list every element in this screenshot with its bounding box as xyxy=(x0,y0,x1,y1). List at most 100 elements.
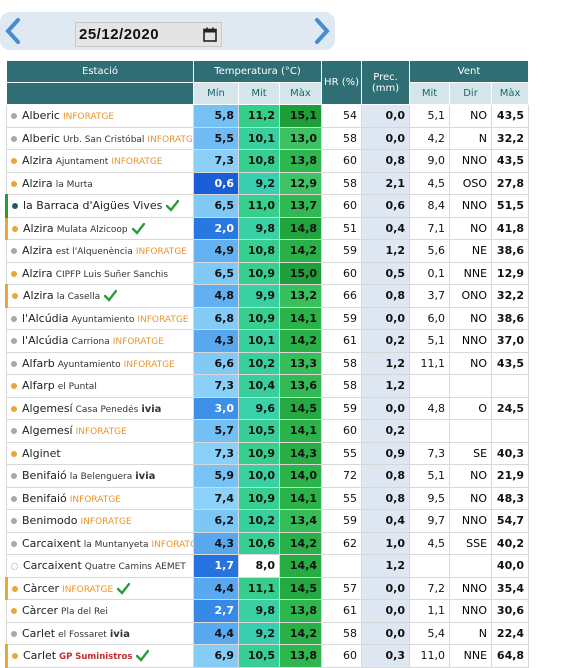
col-header: Prec. (mm) xyxy=(361,60,411,105)
precipitation: 0,3 xyxy=(361,644,411,668)
station-name: Alberic xyxy=(22,131,60,145)
calendar-icon[interactable] xyxy=(203,27,217,42)
sub-header: Dir xyxy=(449,82,493,105)
temp-mit: 9,6 xyxy=(238,396,280,420)
status-dot xyxy=(11,473,17,480)
temp-max: 14,0 xyxy=(278,464,323,488)
sub-header: Mit xyxy=(238,82,280,105)
station-place: la Casella xyxy=(56,292,101,303)
station-place: la Belenguera xyxy=(69,472,133,483)
temp-min: 2,0 xyxy=(193,216,239,240)
wind-dir: ONO xyxy=(449,284,493,308)
wind-mit: 9,5 xyxy=(409,486,451,510)
precipitation: 0,0 xyxy=(361,599,411,623)
network-tag: AEMET xyxy=(154,562,186,573)
temp-mit: 10,2 xyxy=(238,509,280,533)
station-row: Carcaixent Quatre Camins AEMET 1,7 8,0 14,4 1,… xyxy=(6,554,530,578)
wind-max: 27,8 xyxy=(491,171,530,195)
station-place: Mulata Alzicoop xyxy=(56,224,128,235)
status-dot xyxy=(12,203,18,210)
check-icon xyxy=(136,650,150,663)
humidity: 59 xyxy=(321,396,363,420)
station-cell: Benimodo INFORATGE xyxy=(6,509,194,533)
wind-mit: 8,4 xyxy=(409,194,451,218)
temp-min: 4,4 xyxy=(193,576,239,600)
station-place: est l'Alquenència xyxy=(55,247,133,258)
check-icon xyxy=(103,290,118,303)
humidity: 58 xyxy=(321,171,363,195)
wind-dir: N xyxy=(449,126,493,150)
humidity: 66 xyxy=(321,284,363,308)
station-row: Alfarb Ayuntamiento INFORATGE 6,6 10,2 13,3 58… xyxy=(6,351,530,375)
temp-min: 1,7 xyxy=(193,554,239,578)
temp-min: 5,7 xyxy=(193,419,239,443)
station-row: l'Alcúdia Carriona INFORATGE 4,3 10,1 14,2 61 0… xyxy=(6,329,530,353)
station-name: Alzira xyxy=(22,154,53,168)
wind-dir xyxy=(449,419,493,443)
status-dot xyxy=(11,315,17,322)
humidity: 51 xyxy=(321,216,363,240)
next-arrow[interactable] xyxy=(315,18,330,44)
status-dot xyxy=(11,450,17,457)
wind-max: 38,6 xyxy=(491,239,530,263)
date-input[interactable]: 25/12/2020 xyxy=(75,22,222,47)
station-row: Algemesí Casa Penedés ivia 3,0 9,6 14,5 59 0,0 4… xyxy=(6,396,530,420)
temp-min: 7,4 xyxy=(193,486,239,510)
stations-table: Estació Temperatura (°C) HR (%) Prec. (m… xyxy=(5,60,530,668)
station-place: el Fossaret xyxy=(58,629,107,640)
temp-min: 4,9 xyxy=(193,239,239,263)
precipitation: 0,2 xyxy=(361,419,411,443)
wind-max: 12,9 xyxy=(491,261,530,285)
wind-dir: NNE xyxy=(449,261,493,285)
temp-max: 14,8 xyxy=(278,216,323,240)
network-tag: INFORATGE xyxy=(62,584,114,595)
temp-mit: 9,8 xyxy=(238,216,280,240)
check-mark xyxy=(136,650,150,663)
temp-mit: 10,5 xyxy=(238,419,280,443)
prev-arrow[interactable] xyxy=(5,18,20,44)
check-mark xyxy=(131,222,145,235)
wind-dir: NO xyxy=(449,464,493,488)
station-row: Alberic Urb. San Cristóbal INFORATGE 5,5 10,… xyxy=(6,126,530,150)
station-name: Carcaixent xyxy=(22,536,81,550)
network-tag: INFORATGE xyxy=(135,247,187,258)
check-icon xyxy=(166,200,180,213)
station-cell: l'Alcúdia Ayuntamiento INFORATGE xyxy=(6,306,194,330)
wind-dir: NO xyxy=(449,351,493,375)
network-tag: INFORATGE xyxy=(147,134,194,145)
wind-dir xyxy=(449,554,493,578)
humidity: 59 xyxy=(321,306,363,330)
temp-max: 13,7 xyxy=(278,194,323,218)
status-dot xyxy=(11,158,17,165)
station-row: Benimodo INFORATGE 6,2 10,2 13,4 59 0,4 9,7 NNO 5… xyxy=(6,509,530,533)
temp-mit: 9,2 xyxy=(238,621,280,645)
temp-min: 7,3 xyxy=(193,374,239,398)
status-dot xyxy=(11,608,17,615)
network-tag: INFORATGE xyxy=(75,427,127,438)
temp-min: 0,6 xyxy=(193,171,239,195)
station-row: Alzira Ajuntament INFORATGE 7,3 10,8 13,8 60 0,… xyxy=(6,149,530,173)
temp-min: 6,5 xyxy=(193,194,239,218)
wind-mit: 4,5 xyxy=(409,171,451,195)
temp-max: 13,6 xyxy=(278,374,323,398)
wind-mit: 9,0 xyxy=(409,149,451,173)
temp-mit: 10,9 xyxy=(238,486,280,510)
temp-mit: 8,0 xyxy=(238,554,280,578)
network-tag: INFORATGE xyxy=(80,517,132,528)
temp-max: 14,2 xyxy=(278,329,323,353)
station-cell: Càrcer INFORATGE xyxy=(5,576,194,600)
temp-max: 13,0 xyxy=(278,126,323,150)
temp-min: 6,2 xyxy=(193,509,239,533)
temp-mit: 10,2 xyxy=(238,351,280,375)
station-name: Càrcer xyxy=(22,604,59,618)
humidity: 55 xyxy=(321,486,363,510)
temp-min: 7,3 xyxy=(193,149,239,173)
wind-dir: NNO xyxy=(449,599,493,623)
temp-mit: 9,8 xyxy=(238,599,280,623)
temp-mit: 9,2 xyxy=(238,171,280,195)
temp-max: 15,1 xyxy=(278,104,323,128)
temp-min: 5,8 xyxy=(193,104,239,128)
